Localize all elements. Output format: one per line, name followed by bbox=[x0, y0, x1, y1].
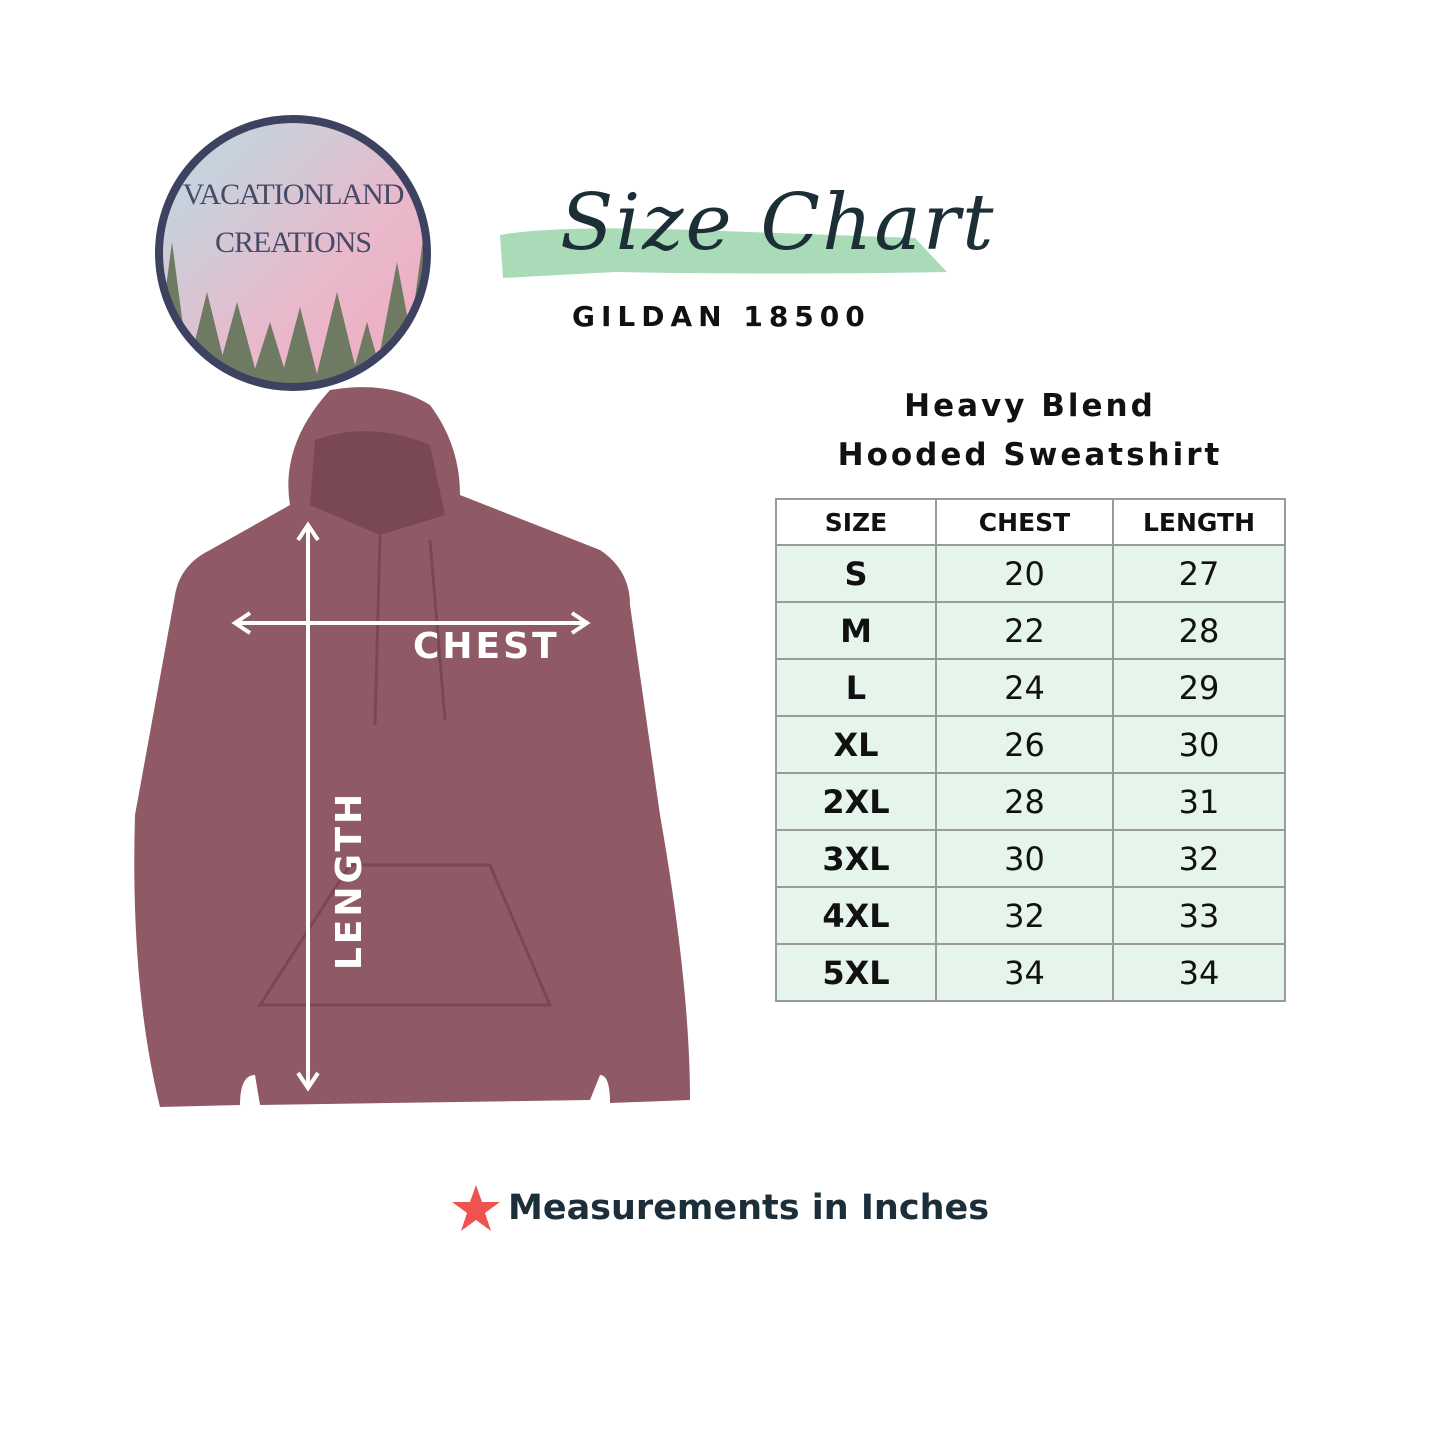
header-size: SIZE bbox=[775, 498, 937, 546]
cell-chest: 30 bbox=[935, 829, 1114, 888]
cell-length: 30 bbox=[1112, 715, 1286, 774]
table-row: M 22 28 bbox=[775, 601, 1286, 660]
cell-chest: 22 bbox=[935, 601, 1114, 660]
cell-length: 32 bbox=[1112, 829, 1286, 888]
logo-line2: CREATIONS bbox=[215, 226, 371, 259]
cell-chest: 20 bbox=[935, 544, 1114, 603]
table-row: 5XL 34 34 bbox=[775, 943, 1286, 1002]
table-row: 2XL 28 31 bbox=[775, 772, 1286, 831]
brush-stroke bbox=[495, 180, 950, 290]
footer-note: Measurements in Inches bbox=[450, 1183, 989, 1233]
page-title: Size Chart bbox=[560, 178, 996, 268]
cell-length: 31 bbox=[1112, 772, 1286, 831]
logo-line1: VACATIONLAND bbox=[183, 178, 404, 211]
length-label: LENGTH bbox=[329, 790, 371, 971]
star-icon bbox=[452, 1185, 500, 1231]
hoodie-body bbox=[134, 387, 690, 1108]
table-row: XL 26 30 bbox=[775, 715, 1286, 774]
cell-size: M bbox=[775, 601, 937, 660]
table-row: S 20 27 bbox=[775, 544, 1286, 603]
length-label-wrap: LENGTH bbox=[300, 790, 380, 970]
cell-length: 27 bbox=[1112, 544, 1286, 603]
cell-chest: 28 bbox=[935, 772, 1114, 831]
cell-length: 33 bbox=[1112, 886, 1286, 945]
cell-length: 28 bbox=[1112, 601, 1286, 660]
brand-logo: VACATIONLAND CREATIONS bbox=[152, 112, 434, 394]
cell-size: S bbox=[775, 544, 937, 603]
table-row: 3XL 30 32 bbox=[775, 829, 1286, 888]
cell-chest: 26 bbox=[935, 715, 1114, 774]
header-length: LENGTH bbox=[1112, 498, 1286, 546]
product-name-line1: Heavy Blend bbox=[904, 388, 1156, 424]
table-header-row: SIZE CHEST LENGTH bbox=[775, 498, 1286, 546]
table-row: L 24 29 bbox=[775, 658, 1286, 717]
cell-size: 5XL bbox=[775, 943, 937, 1002]
cell-chest: 24 bbox=[935, 658, 1114, 717]
cell-size: L bbox=[775, 658, 937, 717]
chest-label: CHEST bbox=[413, 626, 560, 667]
cell-length: 34 bbox=[1112, 943, 1286, 1002]
cell-size: XL bbox=[775, 715, 937, 774]
cell-size: 2XL bbox=[775, 772, 937, 831]
size-table: SIZE CHEST LENGTH S 20 27 M 22 28 L 24 29 XL 26 30 2… bbox=[775, 498, 1286, 1002]
cell-size: 4XL bbox=[775, 886, 937, 945]
product-model: GILDAN 18500 bbox=[572, 300, 871, 333]
hoodie-image bbox=[130, 385, 700, 1115]
cell-size: 3XL bbox=[775, 829, 937, 888]
cell-length: 29 bbox=[1112, 658, 1286, 717]
header-chest: CHEST bbox=[935, 498, 1114, 546]
product-name-line2: Hooded Sweatshirt bbox=[837, 437, 1223, 473]
measurement-unit-note: Measurements in Inches bbox=[508, 1188, 990, 1228]
table-row: 4XL 32 33 bbox=[775, 886, 1286, 945]
cell-chest: 34 bbox=[935, 943, 1114, 1002]
cell-chest: 32 bbox=[935, 886, 1114, 945]
